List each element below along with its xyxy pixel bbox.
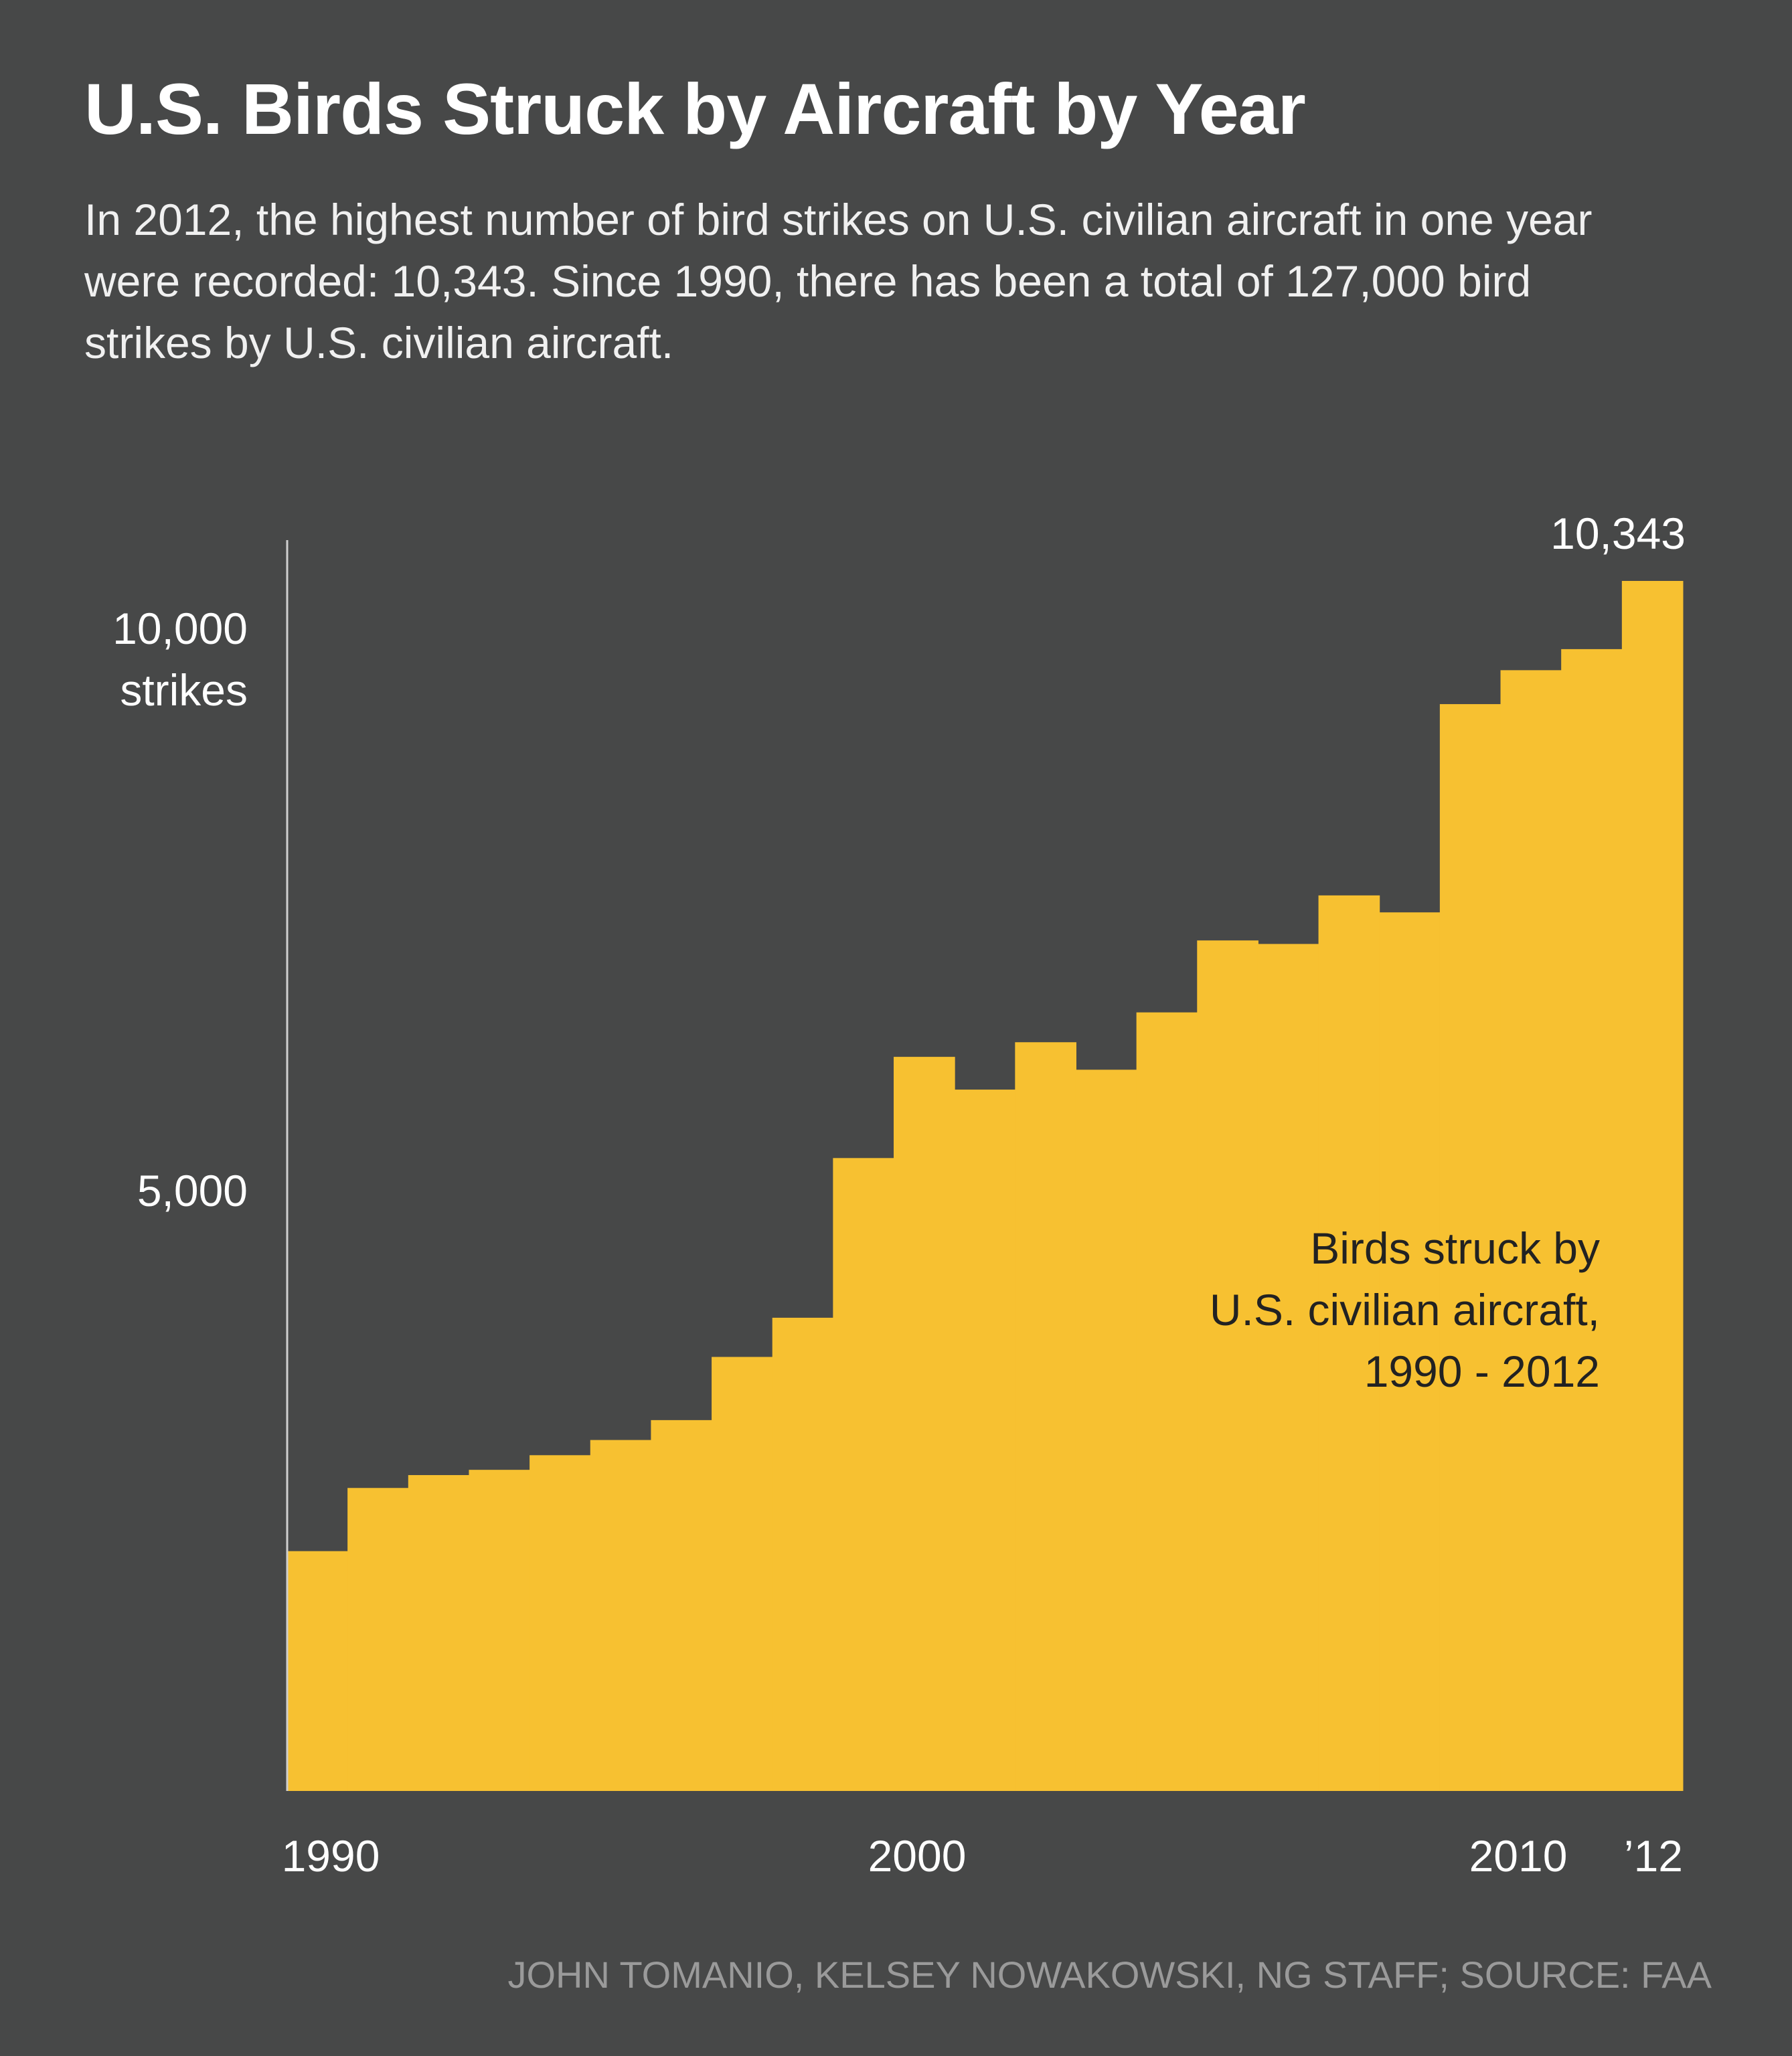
bar-2008: [1379, 912, 1441, 1791]
y-tick-label-5000: 5,000: [137, 1166, 248, 1215]
bar-1998: [772, 1317, 834, 1791]
bar-1990: [287, 1551, 349, 1791]
x-tick-label-1990: 1990: [282, 1831, 380, 1881]
annotation-line-2: U.S. civilian aircraft,: [1210, 1285, 1600, 1335]
bar-1997: [712, 1357, 773, 1791]
bar-1999: [833, 1158, 895, 1791]
bars: [287, 581, 1684, 1791]
bar-1996: [651, 1420, 713, 1791]
bar-2003: [1075, 1069, 1137, 1791]
bar-2009: [1439, 704, 1501, 1791]
annotation-line-1: Birds struck by: [1310, 1223, 1600, 1273]
bar-1991: [347, 1488, 409, 1791]
chart-title: U.S. Birds Struck by Aircraft by Year: [84, 68, 1306, 149]
y-axis-unit: strikes: [120, 665, 248, 715]
bar-2011: [1561, 649, 1623, 1791]
bar-2010: [1500, 670, 1562, 1791]
bar-2002: [1015, 1042, 1076, 1791]
bar-2012: [1621, 581, 1684, 1791]
annotation-line-3: 1990 - 2012: [1364, 1347, 1600, 1396]
bar-2005: [1197, 940, 1258, 1791]
bar-1992: [408, 1475, 470, 1791]
y-tick-label-10000: 10,000: [112, 604, 248, 653]
bar-1995: [590, 1440, 652, 1791]
bar-1994: [530, 1455, 591, 1791]
peak-value-label: 10,343: [1550, 509, 1686, 558]
bar-2004: [1136, 1012, 1198, 1791]
bar-2001: [954, 1090, 1016, 1791]
credit-footer: JOHN TOMANIO, KELSEY NOWAKOWSKI, NG STAF…: [507, 1954, 1712, 1996]
bar-1993: [469, 1470, 531, 1791]
x-tick-label-2000: 2000: [868, 1831, 967, 1881]
chart-subtitle: In 2012, the highest number of bird stri…: [84, 195, 1593, 367]
bar-2000: [894, 1057, 955, 1791]
bar-2006: [1257, 944, 1319, 1791]
x-tick-label-2012: ’12: [1624, 1831, 1683, 1881]
bar-2007: [1318, 895, 1380, 1791]
x-tick-label-2010: 2010: [1469, 1831, 1568, 1881]
